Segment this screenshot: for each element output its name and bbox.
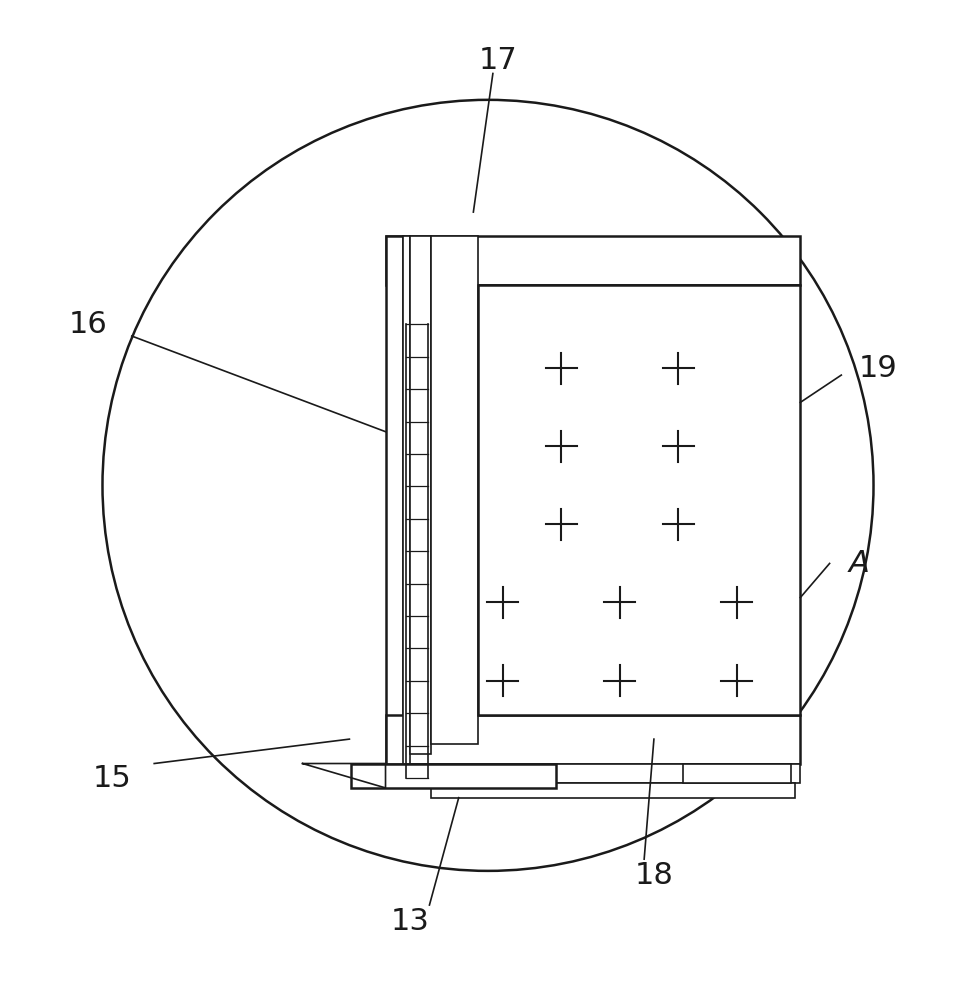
Text: 19: 19 [859, 354, 898, 383]
Text: A: A [848, 549, 870, 578]
Polygon shape [303, 764, 386, 788]
Bar [410, 236, 431, 754]
Text: 18: 18 [634, 861, 673, 890]
Bar [386, 236, 800, 285]
Text: 17: 17 [478, 46, 517, 75]
Bar [410, 764, 800, 783]
Bar [478, 285, 800, 715]
Text: 16: 16 [68, 310, 107, 339]
Bar [351, 764, 556, 788]
Bar [410, 285, 800, 305]
Bar [386, 236, 403, 764]
Bar [431, 236, 478, 744]
Bar [403, 236, 410, 764]
Bar [386, 715, 800, 764]
Text: 15: 15 [93, 764, 132, 793]
Bar [431, 783, 795, 798]
Text: 13: 13 [390, 907, 429, 936]
Bar [683, 764, 791, 783]
Bar [431, 305, 795, 319]
